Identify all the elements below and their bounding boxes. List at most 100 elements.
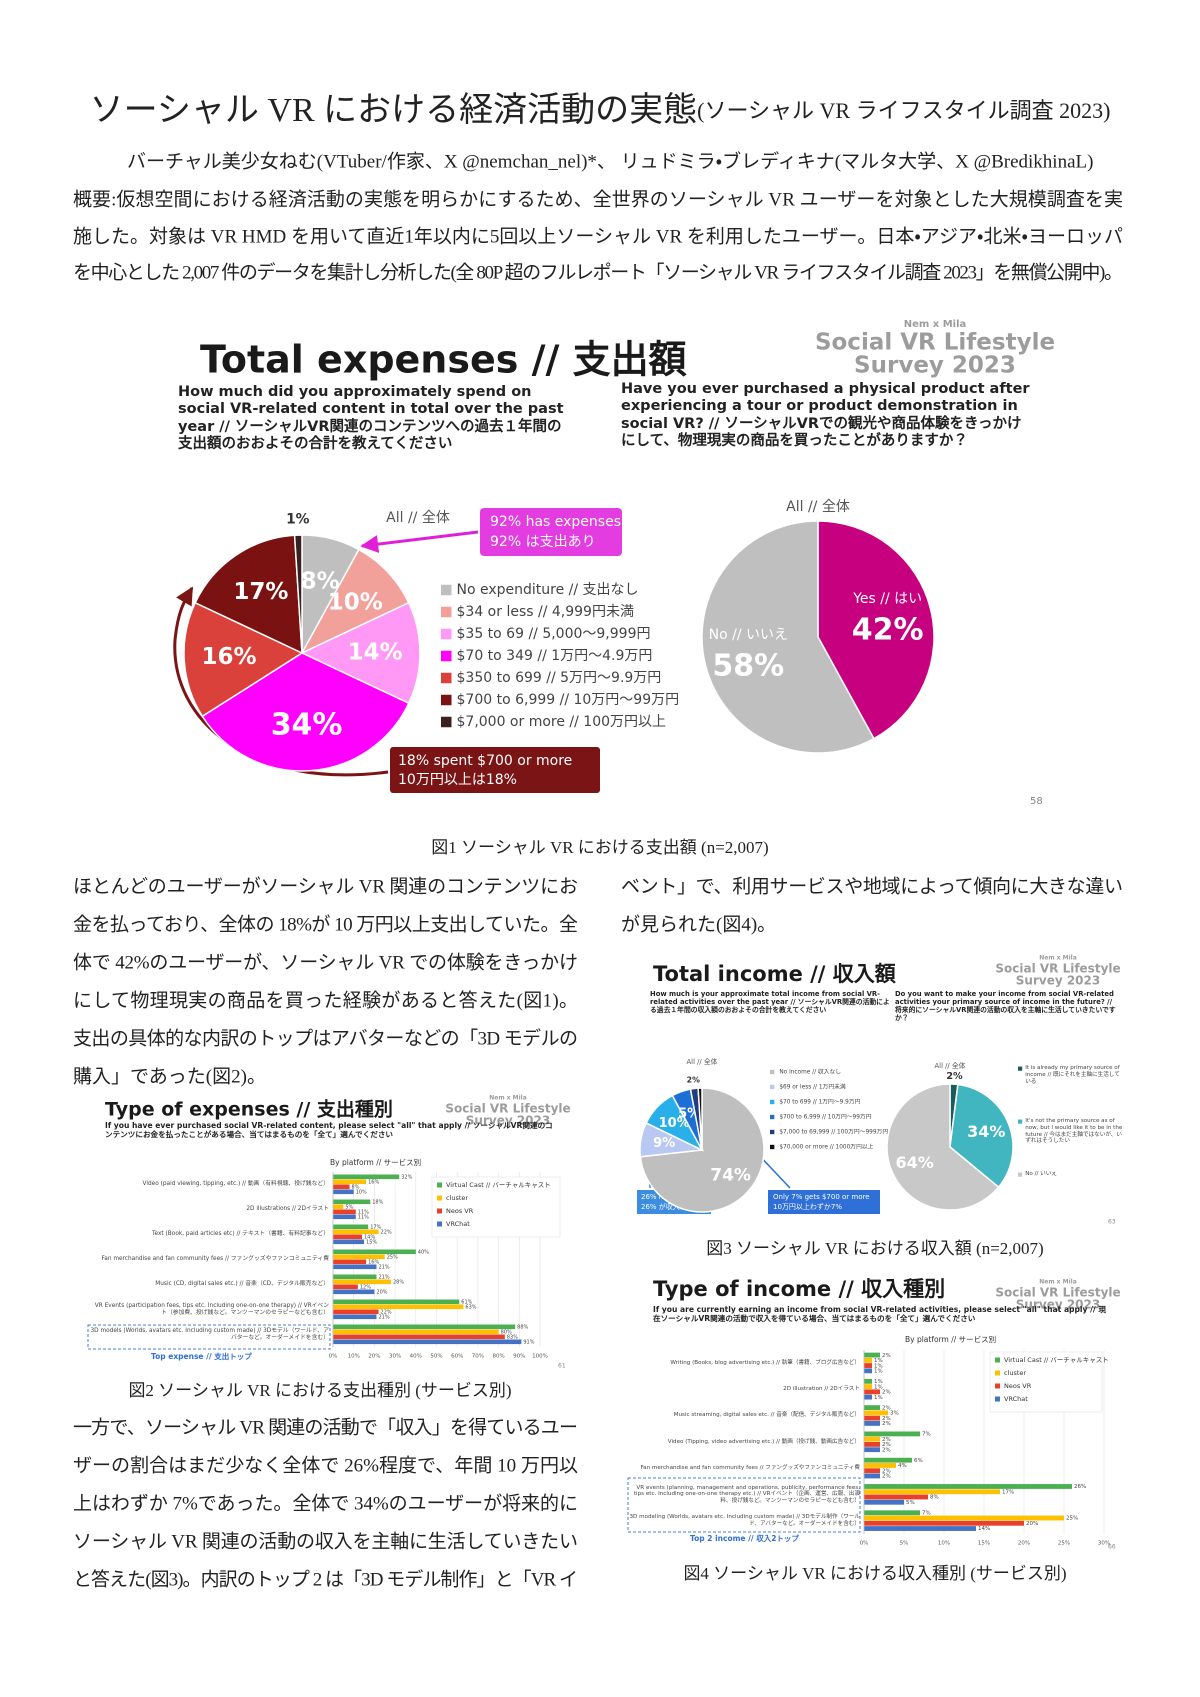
bar (864, 1484, 1072, 1489)
data-label: 20% (376, 1290, 387, 1296)
pie-slice (701, 520, 875, 754)
bar (333, 1279, 391, 1285)
legend-swatch (437, 1195, 442, 1201)
chart-title: How much is your approximate total incom… (650, 990, 890, 1015)
legend-label: $35 to 69 // 5,000〜9,999円 (457, 626, 651, 642)
data-label: 18% (372, 1200, 383, 1206)
pie-slice (697, 1087, 703, 1151)
bar (864, 1510, 920, 1516)
bar (864, 1368, 872, 1374)
legend-swatch (770, 1144, 775, 1150)
data-label: 4% (898, 1463, 907, 1469)
bar (333, 1309, 379, 1315)
data-label: 61% (461, 1300, 472, 1306)
chart-subtitle: All // 全体 (935, 1061, 966, 1070)
data-label: 17% (370, 1225, 381, 1231)
legend-swatch (770, 1114, 775, 1120)
legend-label: It is already my primary source of incom… (1025, 1065, 1120, 1085)
category-label-box: VR events (planning, management and oper… (634, 1485, 860, 1504)
logo: Survey 2023 (1016, 974, 1100, 988)
x-tick-label: 50% (430, 1354, 442, 1360)
chart-title: Have you ever purchased a physical produ… (621, 381, 1030, 450)
category-label: Music streaming, digital sales etc. // 音… (673, 1412, 860, 1419)
data-label: 17% (233, 579, 288, 605)
legend-label-box: No // いいえ (1025, 1171, 1057, 1177)
data-label: 58% (712, 648, 784, 683)
data-label: 12% (360, 1285, 371, 1291)
x-tick-label: 30% (389, 1354, 401, 1360)
data-label: 10% (659, 1116, 690, 1131)
logo: Social VR Lifestyle (995, 962, 1120, 976)
bar (864, 1384, 872, 1390)
legend-label: $34 or less // 4,999円未満 (457, 604, 634, 620)
caption: 図4 ソーシャル VR における収入種別 (サービス別) (683, 1564, 1066, 1583)
annotation-arrow (173, 586, 389, 777)
bar (864, 1389, 880, 1395)
abstract-line: 施した。対象は VR HMD を用いて直近1年以内に5回以上ソーシャル VR を… (73, 225, 1123, 247)
logo: Social VR Lifestyle (445, 1102, 570, 1116)
data-label: 64% (896, 1153, 934, 1172)
data-label: 83% (507, 1335, 518, 1341)
chart-title-box: How much did you approximately spend on … (178, 384, 564, 452)
legend-swatch (441, 628, 452, 640)
annotation: 10万円以上は18% (398, 772, 517, 788)
data-label: 22% (381, 1310, 392, 1316)
abstract-line: を中心とした 2,007 件のデータを集計し分析した(全 80P 超のフルレポー… (73, 261, 1123, 283)
bar (333, 1339, 522, 1345)
slide-page: 66 (1108, 1544, 1116, 1551)
bar (333, 1304, 464, 1310)
pie-slice (201, 652, 410, 772)
annotation: Top 2 income // 収入2トップ (690, 1533, 799, 1543)
slice-category: Yes // はい (852, 591, 922, 607)
chart-title-box: How much is your approximate total incom… (650, 990, 890, 1015)
bar (864, 1442, 880, 1447)
legend-swatch (441, 650, 452, 662)
data-label: 42% (852, 613, 924, 648)
category-label-box: Fan merchandise and fan community fees /… (640, 1465, 860, 1471)
bar (864, 1394, 872, 1400)
data-label: 17% (1002, 1489, 1014, 1495)
x-tick-label: 10% (348, 1354, 360, 1360)
bar (864, 1415, 880, 1421)
pie-slice (949, 1083, 1014, 1189)
body-line: 体で 42%のユーザーが、ソーシャル VR での体験をきっかけ (73, 951, 578, 973)
logo: Nem x Mila (904, 319, 967, 330)
legend-label: $7,000 or more // 100万円以上 (457, 714, 667, 730)
legend-label: It's not the primary source as of now, b… (1025, 1118, 1123, 1145)
x-tick-label: 100% (532, 1354, 548, 1360)
logo: Social VR Lifestyle (995, 1286, 1120, 1300)
legend-label: VRChat (1004, 1395, 1028, 1403)
chart-title-box: Have you ever purchased a physical produ… (621, 381, 1030, 450)
bar (864, 1520, 1024, 1526)
annotation-box (390, 747, 600, 793)
bar (864, 1405, 880, 1411)
data-label: 5% (345, 1205, 353, 1211)
data-label: 10% (328, 589, 383, 615)
data-label: 63% (465, 1305, 476, 1311)
legend-label: $350 to 699 // 5万円〜9.9万円 (457, 670, 662, 686)
chart-title: Do you want to make your income from soc… (895, 990, 1116, 1023)
highlight-box (87, 1324, 331, 1350)
bar (333, 1284, 358, 1290)
category-label-box: Writing (Books, blog advertising etc.) /… (670, 1360, 860, 1366)
legend-swatch (770, 1099, 775, 1105)
slice-category: No // いいえ (709, 627, 788, 643)
body-line: 購入」であった(図2)。 (73, 1065, 266, 1087)
legend-label: $7,000 to 69,999 // 100万円〜999万円 (779, 1129, 888, 1136)
x-tick-label: 40% (410, 1354, 422, 1360)
pie-slice (194, 534, 303, 655)
bar (333, 1259, 367, 1265)
body-line: と答えた(図3)。内訳のトップ 2 は「3D モデル制作」と「VR イ (73, 1568, 578, 1590)
data-label: 5% (906, 1500, 915, 1506)
data-label: 25% (1066, 1516, 1078, 1522)
data-label: 34% (967, 1122, 1005, 1141)
legend-label: Virtual Cast // バーチャルキャスト (1004, 1356, 1109, 1364)
bar (333, 1214, 356, 1220)
logo: Survey 2023 (854, 353, 1016, 379)
legend-swatch (441, 672, 452, 684)
data-label: 21% (378, 1265, 389, 1271)
data-label: 2% (882, 1390, 891, 1396)
bar (864, 1431, 920, 1437)
